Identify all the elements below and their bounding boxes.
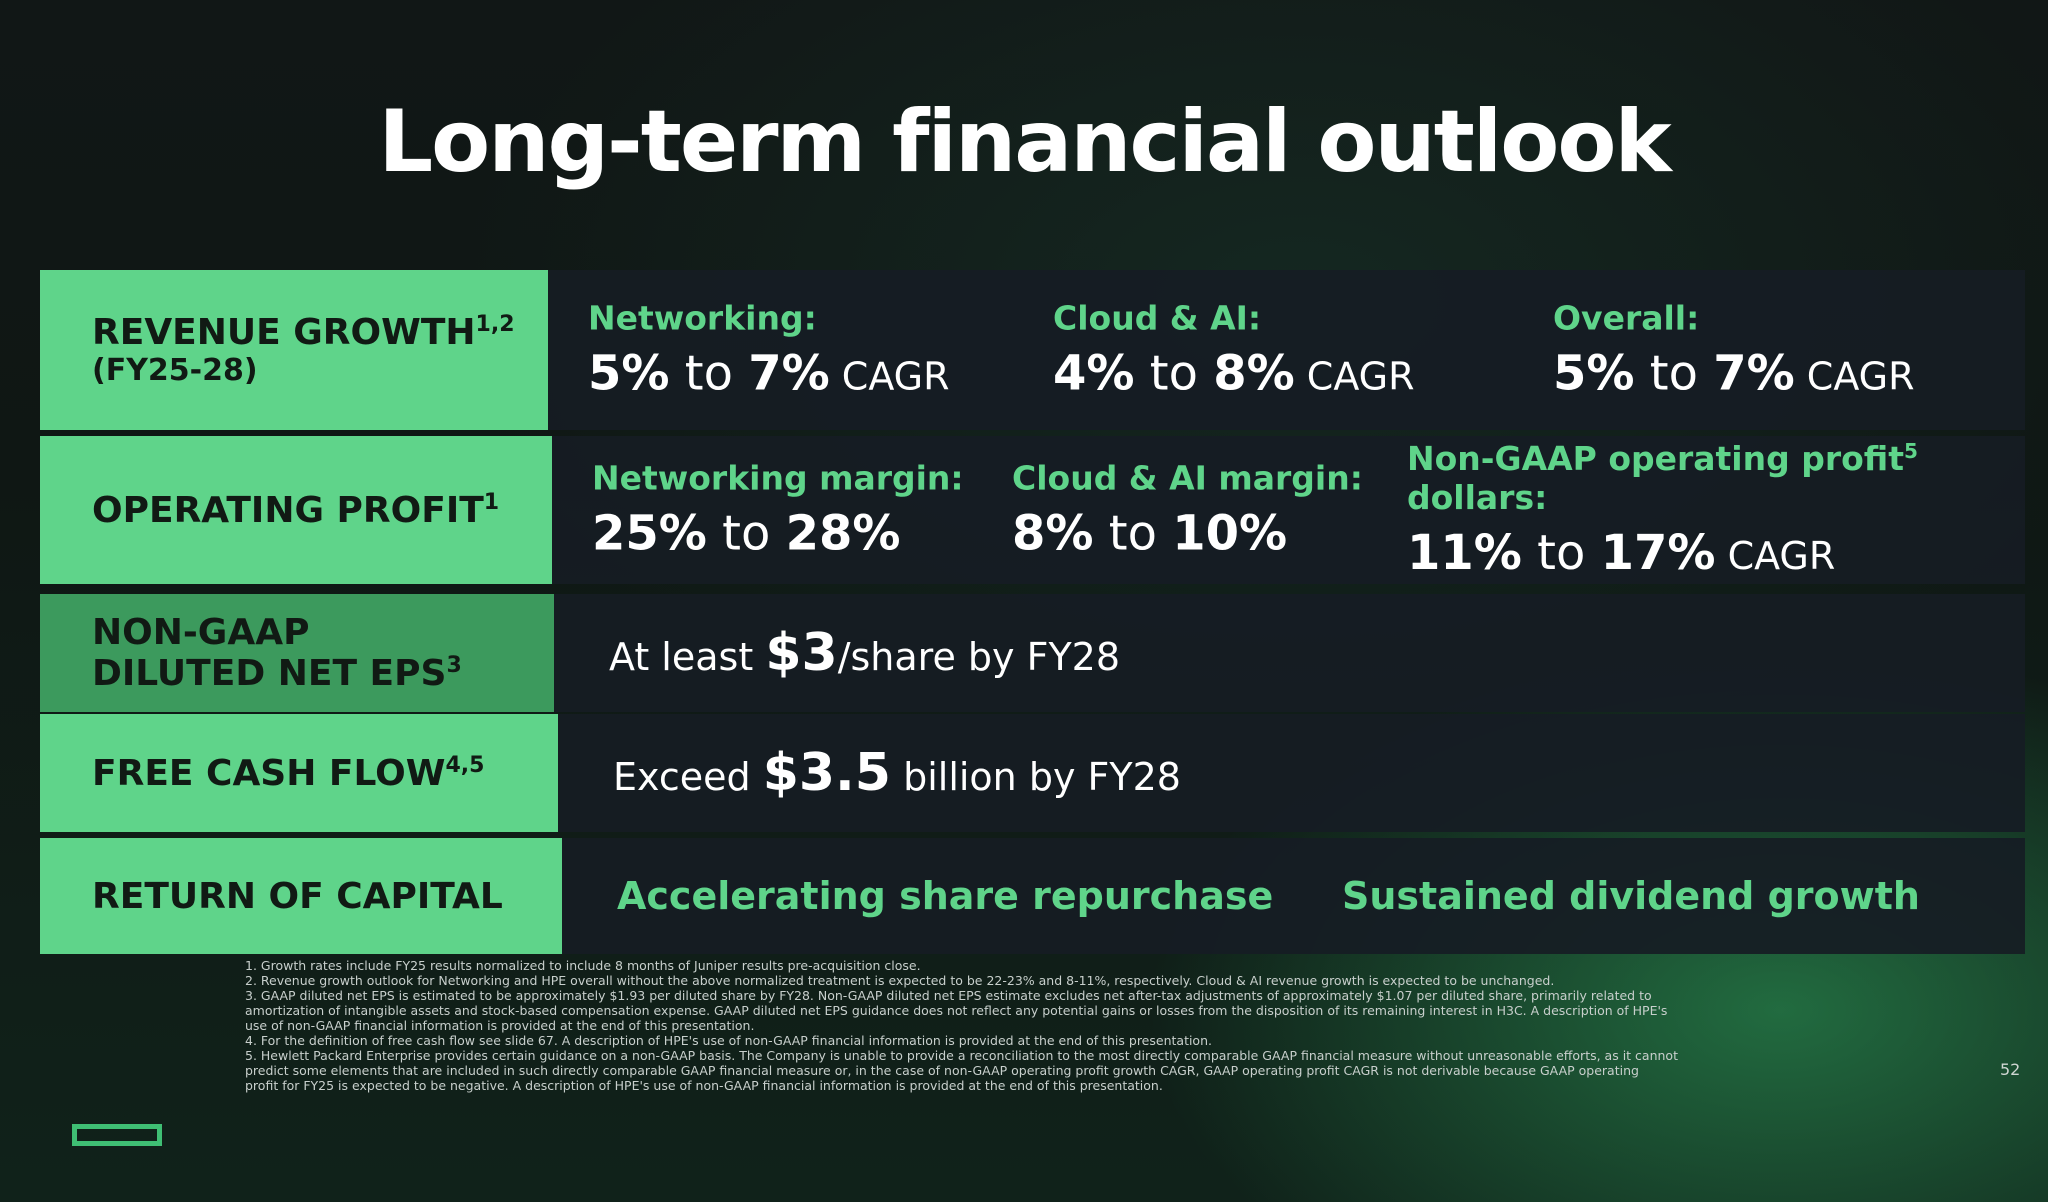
networking-growth: Networking: 5% to 7% CAGR	[588, 299, 950, 402]
hpe-logo-icon	[72, 1124, 162, 1146]
share-repurchase-text: Accelerating share repurchase	[617, 874, 1274, 918]
fcf-value: Exceed $3.5 billion by FY28	[613, 743, 1181, 803]
revenue-growth-row: REVENUE GROWTH1,2 (FY25-28) Networking: …	[40, 270, 2025, 430]
non-gaap-operating-profit: Non-GAAP operating profit5 dollars: 11% …	[1407, 439, 2025, 581]
cloud-ai-margin-heading: Cloud & AI margin:	[1012, 458, 1363, 498]
footnote-4: 4. For the definition of free cash flow …	[245, 1033, 1212, 1048]
page-title: Long-term financial outlook	[378, 92, 1671, 192]
fcf-label-text: FREE CASH FLOW	[92, 752, 446, 794]
footnote-3-cont: amortization of intangible assets and st…	[245, 1003, 1668, 1018]
return-of-capital-label: RETURN OF CAPITAL	[40, 838, 562, 954]
revenue-growth-period: (FY25-28)	[92, 353, 258, 388]
overall-growth-heading: Overall:	[1553, 298, 1700, 338]
overall-growth-value: 5% to 7% CAGR	[1553, 345, 1915, 402]
eps-label: NON-GAAP DILUTED NET EPS3	[40, 594, 554, 712]
networking-growth-heading: Networking:	[588, 298, 817, 338]
page-number: 52	[2000, 1060, 2021, 1079]
footnote-5-cont2: profit for FY25 is expected to be negati…	[245, 1078, 1163, 1093]
fcf-row: FREE CASH FLOW4,5 Exceed $3.5 billion by…	[40, 714, 2025, 832]
operating-profit-label-text: OPERATING PROFIT	[92, 489, 484, 531]
fcf-label: FREE CASH FLOW4,5	[40, 714, 558, 832]
non-gaap-operating-profit-value: 11% to 17% CAGR	[1407, 525, 1836, 581]
eps-footnote-ref: 3	[446, 653, 462, 678]
non-gaap-operating-profit-heading: Non-GAAP operating profit5 dollars:	[1407, 439, 1918, 517]
eps-body: At least $3/share by FY28	[554, 594, 2025, 712]
fcf-body: Exceed $3.5 billion by FY28	[558, 714, 2025, 832]
return-of-capital-row: RETURN OF CAPITAL Accelerating share rep…	[40, 838, 2025, 954]
revenue-growth-footnote-ref: 1,2	[475, 312, 515, 337]
footnote-5: 5. Hewlett Packard Enterprise provides c…	[245, 1048, 1678, 1063]
fcf-footnote-ref: 4,5	[445, 752, 485, 778]
networking-margin: Networking margin: 25% to 28%	[592, 459, 964, 562]
operating-profit-label: OPERATING PROFIT1	[40, 436, 552, 584]
revenue-growth-body: Networking: 5% to 7% CAGR Cloud & AI: 4%…	[548, 270, 2025, 430]
eps-label-line2: DILUTED NET EPS	[92, 653, 447, 694]
revenue-growth-label-text: REVENUE GROWTH	[92, 312, 476, 353]
footnote-2: 2. Revenue growth outlook for Networking…	[245, 973, 1555, 988]
return-of-capital-body: Accelerating share repurchase Sustained …	[562, 838, 2025, 954]
networking-margin-heading: Networking margin:	[592, 458, 964, 498]
dividend-growth-text: Sustained dividend growth	[1342, 874, 1920, 918]
networking-margin-value: 25% to 28%	[592, 505, 901, 562]
networking-growth-value: 5% to 7% CAGR	[588, 345, 950, 402]
cloud-ai-margin-value: 8% to 10%	[1012, 505, 1288, 562]
footnotes: 1. Growth rates include FY25 results nor…	[245, 958, 1885, 1093]
footnote-3-cont2: use of non-GAAP financial information is…	[245, 1018, 755, 1033]
cloud-ai-growth-value: 4% to 8% CAGR	[1053, 345, 1415, 402]
eps-value: At least $3/share by FY28	[609, 623, 1121, 683]
cloud-ai-growth: Cloud & AI: 4% to 8% CAGR	[1053, 299, 1415, 402]
eps-row: NON-GAAP DILUTED NET EPS3 At least $3/sh…	[40, 594, 2025, 712]
operating-profit-row: OPERATING PROFIT1 Networking margin: 25%…	[40, 436, 2025, 584]
overall-growth: Overall: 5% to 7% CAGR	[1553, 299, 1915, 402]
operating-profit-body: Networking margin: 25% to 28% Cloud & AI…	[552, 436, 2025, 584]
footnote-1: 1. Growth rates include FY25 results nor…	[245, 958, 921, 973]
revenue-growth-label: REVENUE GROWTH1,2 (FY25-28)	[40, 270, 548, 430]
return-of-capital-label-text: RETURN OF CAPITAL	[92, 875, 503, 917]
operating-profit-footnote-ref: 1	[483, 489, 500, 515]
cloud-ai-margin: Cloud & AI margin: 8% to 10%	[1012, 459, 1363, 562]
footnote-5-cont: predict some elements that are included …	[245, 1063, 1639, 1078]
cloud-ai-growth-heading: Cloud & AI:	[1053, 298, 1262, 338]
footnote-3: 3. GAAP diluted net EPS is estimated to …	[245, 988, 1652, 1003]
eps-label-line1: NON-GAAP	[92, 612, 310, 653]
